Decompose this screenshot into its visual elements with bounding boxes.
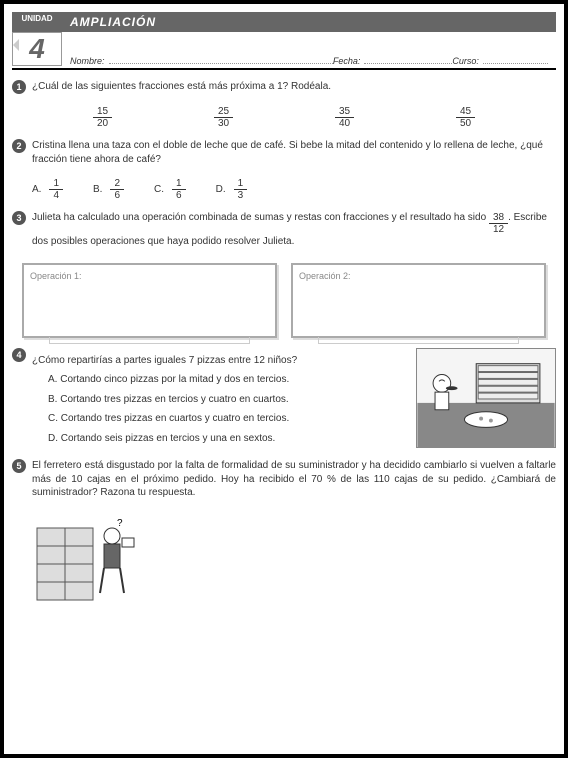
date-input[interactable]: [364, 56, 452, 64]
course-label: Curso:: [452, 56, 479, 66]
name-label: Nombre:: [70, 56, 105, 66]
q4-content: ¿Cómo repartirías a partes iguales 7 piz…: [32, 348, 408, 452]
name-input[interactable]: [109, 56, 333, 64]
operation-1-box[interactable]: Operación 1:: [22, 263, 277, 338]
q2-text: Cristina llena una taza con el doble de …: [32, 139, 556, 166]
course-input[interactable]: [483, 56, 548, 64]
svg-text:?: ?: [117, 518, 123, 529]
operation-2-box[interactable]: Operación 2:: [291, 263, 546, 338]
q3-text: Julieta ha calculado una operación combi…: [32, 211, 556, 249]
fraction[interactable]: 1520: [93, 106, 112, 129]
q4-opt-c[interactable]: C. Cortando tres pizzas en cuartos y cua…: [48, 412, 408, 426]
q3-number: 3: [12, 211, 26, 225]
q2-number: 2: [12, 139, 26, 153]
q4-opt-d[interactable]: D. Cortando seis pizzas en tercios y una…: [48, 432, 408, 446]
option[interactable]: A.14: [32, 178, 63, 201]
fraction[interactable]: 3540: [335, 106, 354, 129]
q4-opt-a[interactable]: A. Cortando cinco pizzas por la mitad y …: [48, 373, 408, 387]
option[interactable]: D.13: [216, 178, 248, 201]
unit-number: 4: [12, 32, 62, 66]
q4-opt-b[interactable]: B. Cortando tres pizzas en tercios y cua…: [48, 393, 408, 407]
q4-number: 4: [12, 348, 26, 362]
q1-text: ¿Cuál de las siguientes fracciones está …: [32, 80, 556, 94]
page-title: AMPLIACIÓN: [62, 12, 556, 32]
q5-text: El ferretero está disgustado por la falt…: [32, 459, 556, 500]
option[interactable]: B.26: [93, 178, 124, 201]
warehouse-illustration: ?: [32, 508, 162, 603]
unit-label: UNIDAD: [12, 12, 62, 32]
date-label: Fecha:: [333, 56, 361, 66]
pizza-illustration: [416, 348, 556, 448]
q2-options: A.14 B.26 C.16 D.13: [12, 174, 556, 211]
q1-fractions: 1520 2530 3540 4550: [12, 102, 556, 139]
fraction[interactable]: 4550: [456, 106, 475, 129]
option[interactable]: C.16: [154, 178, 186, 201]
q5-number: 5: [12, 459, 26, 473]
fraction[interactable]: 2530: [214, 106, 233, 129]
q1-number: 1: [12, 80, 26, 94]
